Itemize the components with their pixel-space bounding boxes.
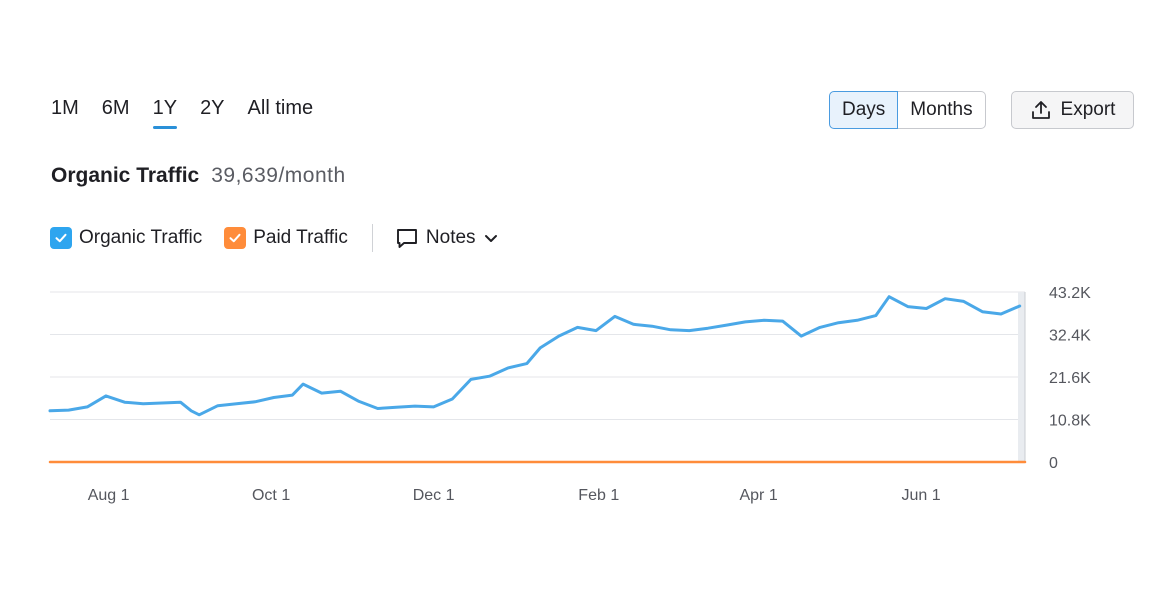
x-tick-label: Aug 1 bbox=[88, 487, 130, 504]
check-icon bbox=[229, 233, 241, 243]
y-tick-label: 10.8K bbox=[1049, 413, 1091, 430]
notes-label: Notes bbox=[425, 227, 476, 248]
x-tick-label: Feb 1 bbox=[578, 487, 619, 504]
y-tick-label: 0 bbox=[1049, 455, 1058, 472]
traffic-value: 39,639/month bbox=[211, 164, 346, 187]
notes-dropdown[interactable]: Notes bbox=[395, 226, 499, 250]
x-tick-label: Dec 1 bbox=[413, 487, 455, 504]
months-button[interactable]: Months bbox=[898, 91, 986, 129]
check-icon bbox=[55, 233, 67, 243]
export-label: Export bbox=[1060, 99, 1116, 120]
y-tick-label: 21.6K bbox=[1049, 370, 1091, 387]
chevron-down-icon bbox=[484, 235, 497, 242]
paid-label: Paid Traffic bbox=[253, 227, 348, 248]
chart-title: Organic Traffic bbox=[51, 164, 200, 187]
tab-1y[interactable]: 1Y bbox=[152, 97, 178, 129]
y-tick-label: 32.4K bbox=[1049, 328, 1091, 345]
date-range-tabs: 1M 6M 1Y 2Y All time bbox=[51, 97, 313, 129]
x-tick-label: Oct 1 bbox=[252, 487, 290, 504]
current-period-band bbox=[1018, 292, 1025, 462]
x-tick-label: Apr 1 bbox=[739, 487, 777, 504]
chart-header: Organic Traffic 39,639/month bbox=[51, 164, 346, 188]
tab-6m[interactable]: 6M bbox=[101, 97, 130, 119]
tab-1m[interactable]: 1M bbox=[51, 97, 79, 119]
paid-checkbox[interactable] bbox=[224, 227, 247, 249]
y-tick-label: 43.2K bbox=[1049, 285, 1091, 302]
days-button[interactable]: Days bbox=[829, 91, 899, 129]
tab-all-time[interactable]: All time bbox=[247, 97, 314, 119]
x-tick-label: Jun 1 bbox=[902, 487, 941, 504]
granularity-toggle: Days Months bbox=[829, 91, 986, 129]
export-button[interactable]: Export bbox=[1011, 91, 1134, 129]
organic-label: Organic Traffic bbox=[79, 227, 203, 248]
organic-traffic-line bbox=[48, 295, 1022, 417]
legend: Organic Traffic Paid Traffic Notes bbox=[50, 224, 499, 252]
comment-icon bbox=[396, 229, 417, 248]
upload-icon bbox=[1031, 101, 1050, 119]
tab-2y[interactable]: 2Y bbox=[200, 97, 225, 119]
legend-divider bbox=[371, 224, 373, 252]
legend-organic-traffic[interactable]: Organic Traffic bbox=[50, 227, 202, 249]
organic-checkbox[interactable] bbox=[50, 227, 72, 249]
legend-paid-traffic[interactable]: Paid Traffic bbox=[224, 227, 348, 249]
